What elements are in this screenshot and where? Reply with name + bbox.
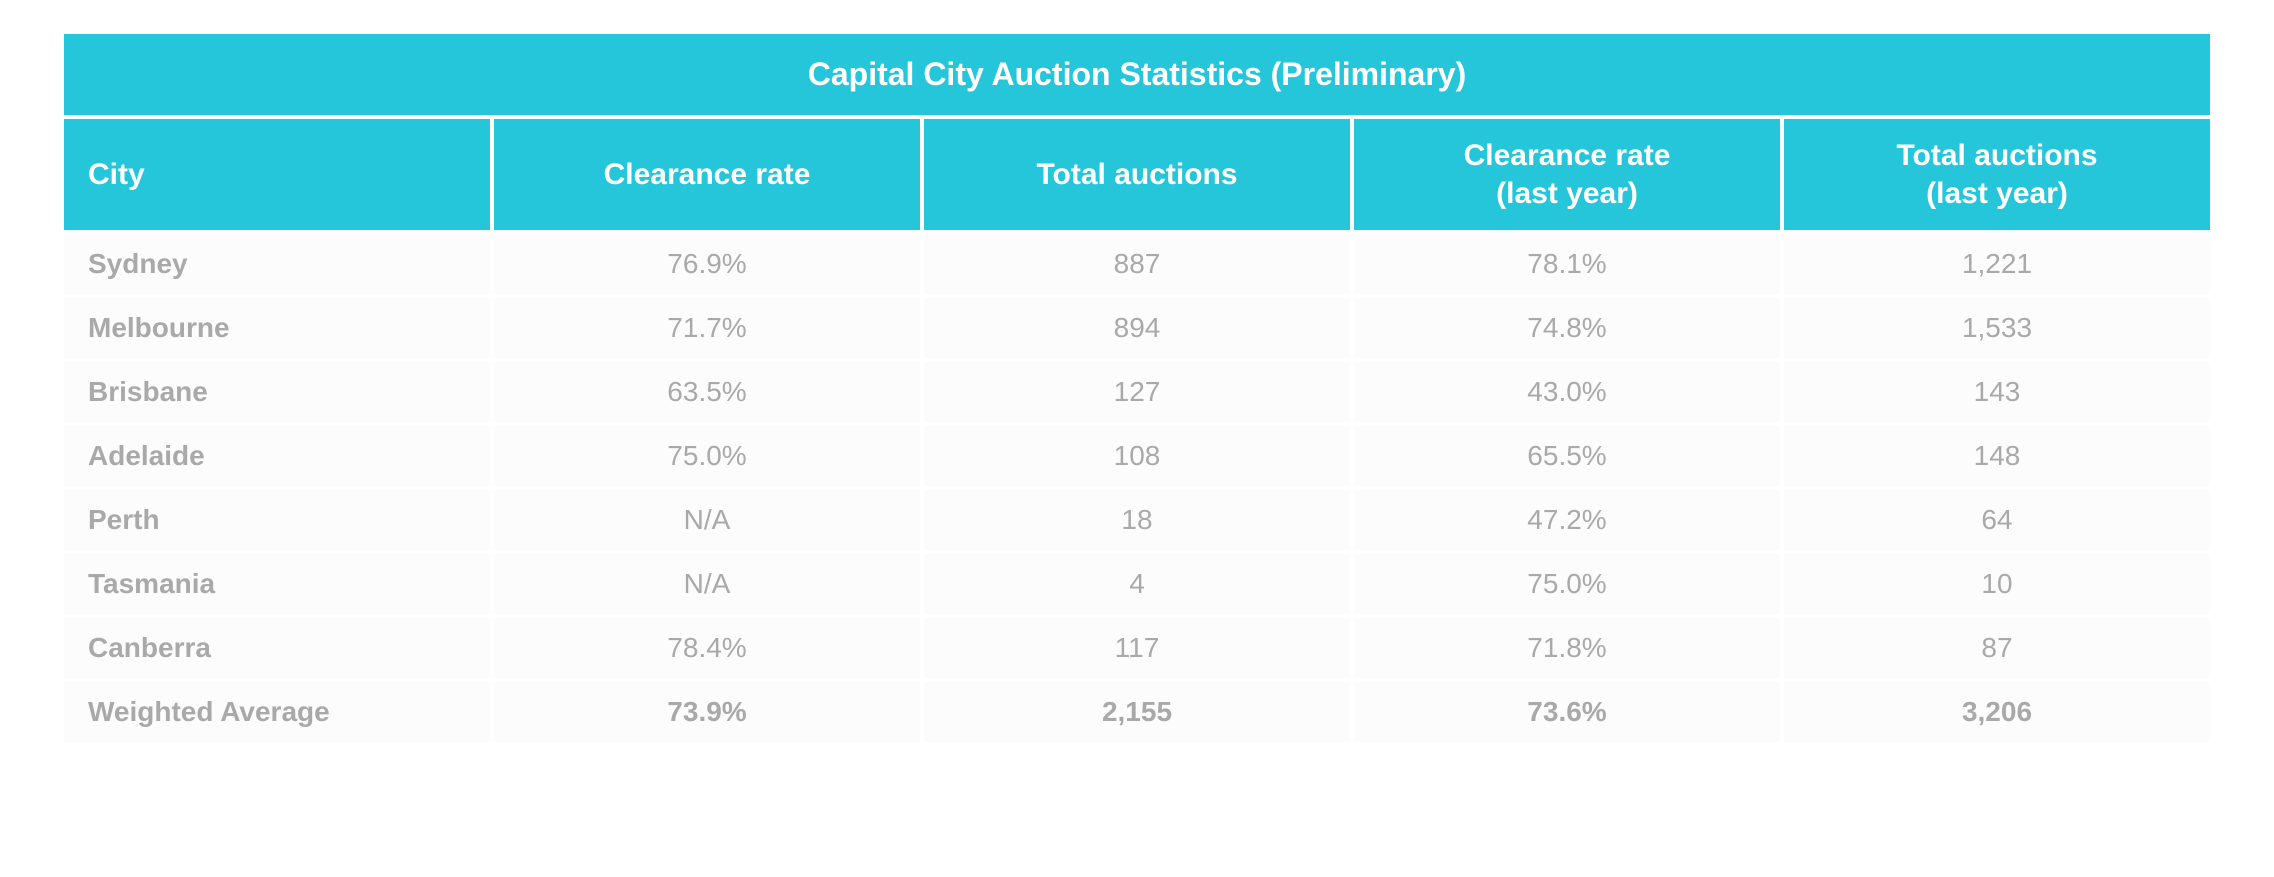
cell-total-ly: 1,533 xyxy=(1782,296,2212,360)
cell-total: 117 xyxy=(922,616,1352,680)
cell-city: Tasmania xyxy=(62,552,492,616)
col-header-total: Total auctions xyxy=(922,117,1352,232)
table-row-average: Weighted Average73.9%2,15573.6%3,206 xyxy=(62,680,2212,744)
cell-total-ly: 143 xyxy=(1782,360,2212,424)
cell-clearance: 76.9% xyxy=(492,232,922,296)
cell-clearance: 71.7% xyxy=(492,296,922,360)
cell-city: Perth xyxy=(62,488,492,552)
cell-city: Melbourne xyxy=(62,296,492,360)
cell-clearance-ly: 74.8% xyxy=(1352,296,1782,360)
cell-avg-label: Weighted Average xyxy=(62,680,492,744)
table-row: Adelaide75.0%10865.5%148 xyxy=(62,424,2212,488)
cell-avg-clearance: 73.9% xyxy=(492,680,922,744)
table-header-row: City Clearance rate Total auctions Clear… xyxy=(62,117,2212,232)
table-row: PerthN/A1847.2%64 xyxy=(62,488,2212,552)
cell-total: 108 xyxy=(922,424,1352,488)
table-row: TasmaniaN/A475.0%10 xyxy=(62,552,2212,616)
table-row: Brisbane63.5%12743.0%143 xyxy=(62,360,2212,424)
cell-avg-total-ly: 3,206 xyxy=(1782,680,2212,744)
cell-clearance-ly: 71.8% xyxy=(1352,616,1782,680)
cell-total-ly: 148 xyxy=(1782,424,2212,488)
cell-clearance: 78.4% xyxy=(492,616,922,680)
col-header-clearance-ly: Clearance rate(last year) xyxy=(1352,117,1782,232)
cell-clearance-ly: 75.0% xyxy=(1352,552,1782,616)
cell-total-ly: 87 xyxy=(1782,616,2212,680)
cell-clearance-ly: 78.1% xyxy=(1352,232,1782,296)
cell-total: 4 xyxy=(922,552,1352,616)
cell-avg-total: 2,155 xyxy=(922,680,1352,744)
cell-total-ly: 64 xyxy=(1782,488,2212,552)
cell-total: 18 xyxy=(922,488,1352,552)
cell-total: 894 xyxy=(922,296,1352,360)
table-row: Canberra78.4%11771.8%87 xyxy=(62,616,2212,680)
cell-clearance: N/A xyxy=(492,552,922,616)
table-body: Sydney76.9%88778.1%1,221Melbourne71.7%89… xyxy=(62,232,2212,744)
cell-clearance-ly: 47.2% xyxy=(1352,488,1782,552)
cell-total-ly: 10 xyxy=(1782,552,2212,616)
cell-total: 127 xyxy=(922,360,1352,424)
cell-total-ly: 1,221 xyxy=(1782,232,2212,296)
cell-clearance-ly: 43.0% xyxy=(1352,360,1782,424)
table-container: Capital City Auction Statistics (Prelimi… xyxy=(0,0,2274,776)
cell-city: Canberra xyxy=(62,616,492,680)
auction-stats-table: Capital City Auction Statistics (Prelimi… xyxy=(60,30,2214,746)
table-row: Sydney76.9%88778.1%1,221 xyxy=(62,232,2212,296)
cell-city: Sydney xyxy=(62,232,492,296)
col-header-city: City xyxy=(62,117,492,232)
cell-clearance: 75.0% xyxy=(492,424,922,488)
cell-avg-clearance-ly: 73.6% xyxy=(1352,680,1782,744)
cell-total: 887 xyxy=(922,232,1352,296)
table-title: Capital City Auction Statistics (Prelimi… xyxy=(62,32,2212,117)
cell-city: Brisbane xyxy=(62,360,492,424)
cell-city: Adelaide xyxy=(62,424,492,488)
cell-clearance: N/A xyxy=(492,488,922,552)
table-row: Melbourne71.7%89474.8%1,533 xyxy=(62,296,2212,360)
cell-clearance-ly: 65.5% xyxy=(1352,424,1782,488)
col-header-total-ly: Total auctions(last year) xyxy=(1782,117,2212,232)
col-header-clearance: Clearance rate xyxy=(492,117,922,232)
cell-clearance: 63.5% xyxy=(492,360,922,424)
